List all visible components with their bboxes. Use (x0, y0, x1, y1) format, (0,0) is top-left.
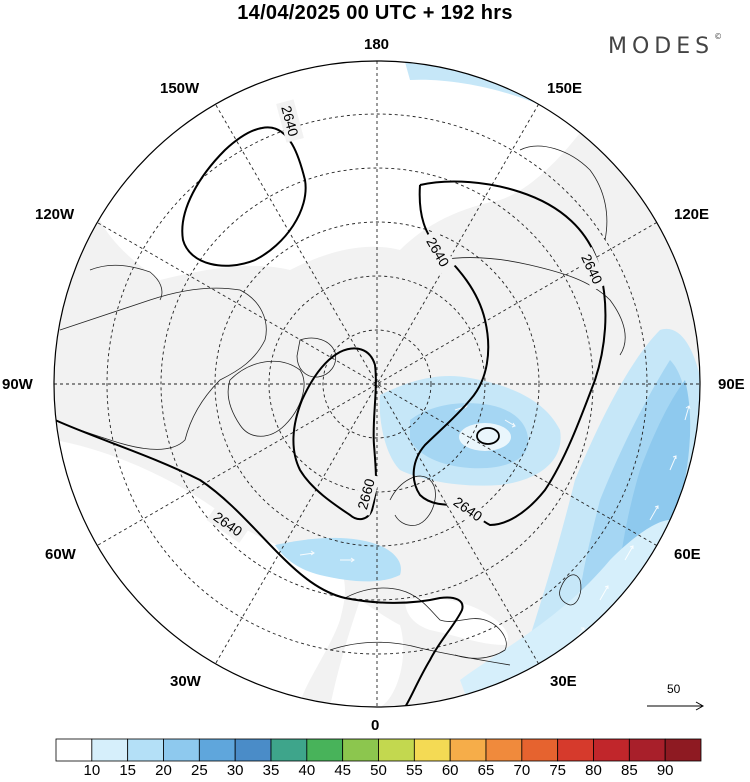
lon-label-60w: 60W (45, 546, 76, 563)
contour-label: 2660 (354, 477, 378, 511)
coast-siberia (439, 257, 626, 356)
colorbar-tick-label: 10 (83, 762, 101, 779)
lon-label-30e: 30E (550, 673, 577, 690)
copyright-mark: © (714, 32, 723, 41)
colorbar-tick-label: 50 (370, 762, 387, 779)
wind-arrow (504, 419, 516, 428)
colorbar-tick-label: 70 (513, 762, 531, 779)
modes-logo: MODES© (608, 32, 723, 59)
coast-asia-east (519, 145, 608, 241)
colorbar-tick-label: 60 (441, 762, 459, 779)
colorbar-tick-label: 75 (549, 762, 566, 779)
colorbar-swatch (127, 738, 164, 762)
colorbar-tick-label: 25 (190, 762, 208, 779)
colorbar-tick-label: 90 (656, 762, 674, 779)
map-title: 14/04/2025 00 UTC + 192 hrs (237, 2, 513, 24)
colorbar-tick-label: 20 (155, 762, 172, 779)
colorbar-swatch (306, 738, 344, 762)
lon-label-150w: 150W (160, 80, 200, 97)
wind-scale-arrow (647, 701, 705, 711)
colorbar-swatch (557, 738, 594, 762)
colorbar-tick-label: 55 (405, 762, 423, 779)
lon-label-0: 0 (371, 717, 380, 734)
wind-arrow (340, 557, 355, 563)
lon-label-60e: 60E (674, 546, 701, 563)
jet-pacific (405, 61, 620, 140)
colorbar-tick-label: 65 (477, 762, 495, 779)
contour-2640-asia (419, 180, 607, 527)
colorbar-swatch (378, 738, 415, 762)
jet-south (460, 520, 670, 707)
colorbar-tick-label: 80 (585, 762, 602, 779)
coast-arctic-islands (296, 337, 337, 378)
colorbar-swatch (485, 738, 523, 762)
wind-arrow (669, 455, 677, 471)
geopotential-contours (54, 126, 607, 707)
colorbar-swatch (628, 738, 666, 762)
coast-north-africa (329, 641, 511, 666)
lon-label-120w: 120W (35, 206, 75, 223)
colorbar-swatch (198, 738, 236, 762)
colorbar-tick-label: 15 (119, 762, 136, 779)
colorbar-swatch (521, 738, 559, 762)
wind-arrow (299, 550, 315, 556)
colorbar-swatch (449, 738, 487, 762)
coast-india (619, 634, 667, 691)
colorbar-swatch (413, 738, 451, 762)
wind-arrow (649, 505, 659, 521)
lat-circle-70 (268, 275, 486, 493)
contour-2660-arctic (292, 347, 377, 521)
lat-circle-60 (214, 221, 540, 547)
wind-arrow (624, 545, 634, 561)
contour-2640-pacific (181, 126, 307, 267)
lat-circle-40 (106, 113, 648, 655)
colorbar-tick-label: 85 (620, 762, 638, 779)
lon-label-120e: 120E (674, 206, 710, 223)
coast-alaska (89, 264, 163, 301)
colorbar (55, 738, 702, 762)
coast-europe (344, 587, 507, 659)
colorbar-tick-label: 35 (262, 762, 280, 779)
coast-scandinavia (389, 475, 436, 526)
map-boundary (53, 60, 701, 708)
colorbar-swatch (234, 738, 272, 762)
contour-label: 2640 (278, 104, 302, 138)
coast-north-america (54, 287, 267, 450)
colorbar-swatch (342, 738, 379, 762)
wind-speed-shading (275, 61, 700, 707)
colorbar-swatch (270, 738, 308, 762)
colorbar-swatch (664, 738, 702, 762)
lon-label-90e: 90E (718, 376, 745, 393)
lat-circle-80 (322, 329, 432, 439)
lon-label-90w: 90W (2, 376, 33, 393)
colorbar-tick-label: 30 (226, 762, 244, 779)
wind-scale-label: 50 (667, 682, 681, 696)
wind-arrow (599, 585, 609, 601)
colorbar-swatch (55, 738, 93, 762)
lon-label-30w: 30W (170, 673, 201, 690)
jet-atlantic (275, 537, 401, 582)
coastlines (54, 145, 667, 691)
colorbar-tick-label: 45 (334, 762, 351, 779)
wind-arrow (684, 405, 691, 421)
colorbar-swatch (163, 738, 200, 762)
lon-label-150e: 150E (547, 80, 583, 97)
coast-caspian (559, 574, 582, 606)
contour-2640-atlantic (54, 419, 464, 707)
lon-label-180: 180 (364, 36, 390, 53)
coast-greenland (227, 360, 305, 437)
colorbar-labels: 10 15 20 25 30 35 40 45 50 55 60 65 70 75 80 85 90 (0, 762, 750, 782)
colorbar-swatch (593, 738, 630, 762)
wind-arrow (544, 659, 556, 671)
brand-name: MODES (608, 34, 715, 59)
contour-low-center (476, 427, 500, 445)
colorbar-tick-label: 40 (298, 762, 316, 779)
colorbar-swatch (91, 738, 129, 762)
jet-siberia-center (459, 423, 511, 451)
